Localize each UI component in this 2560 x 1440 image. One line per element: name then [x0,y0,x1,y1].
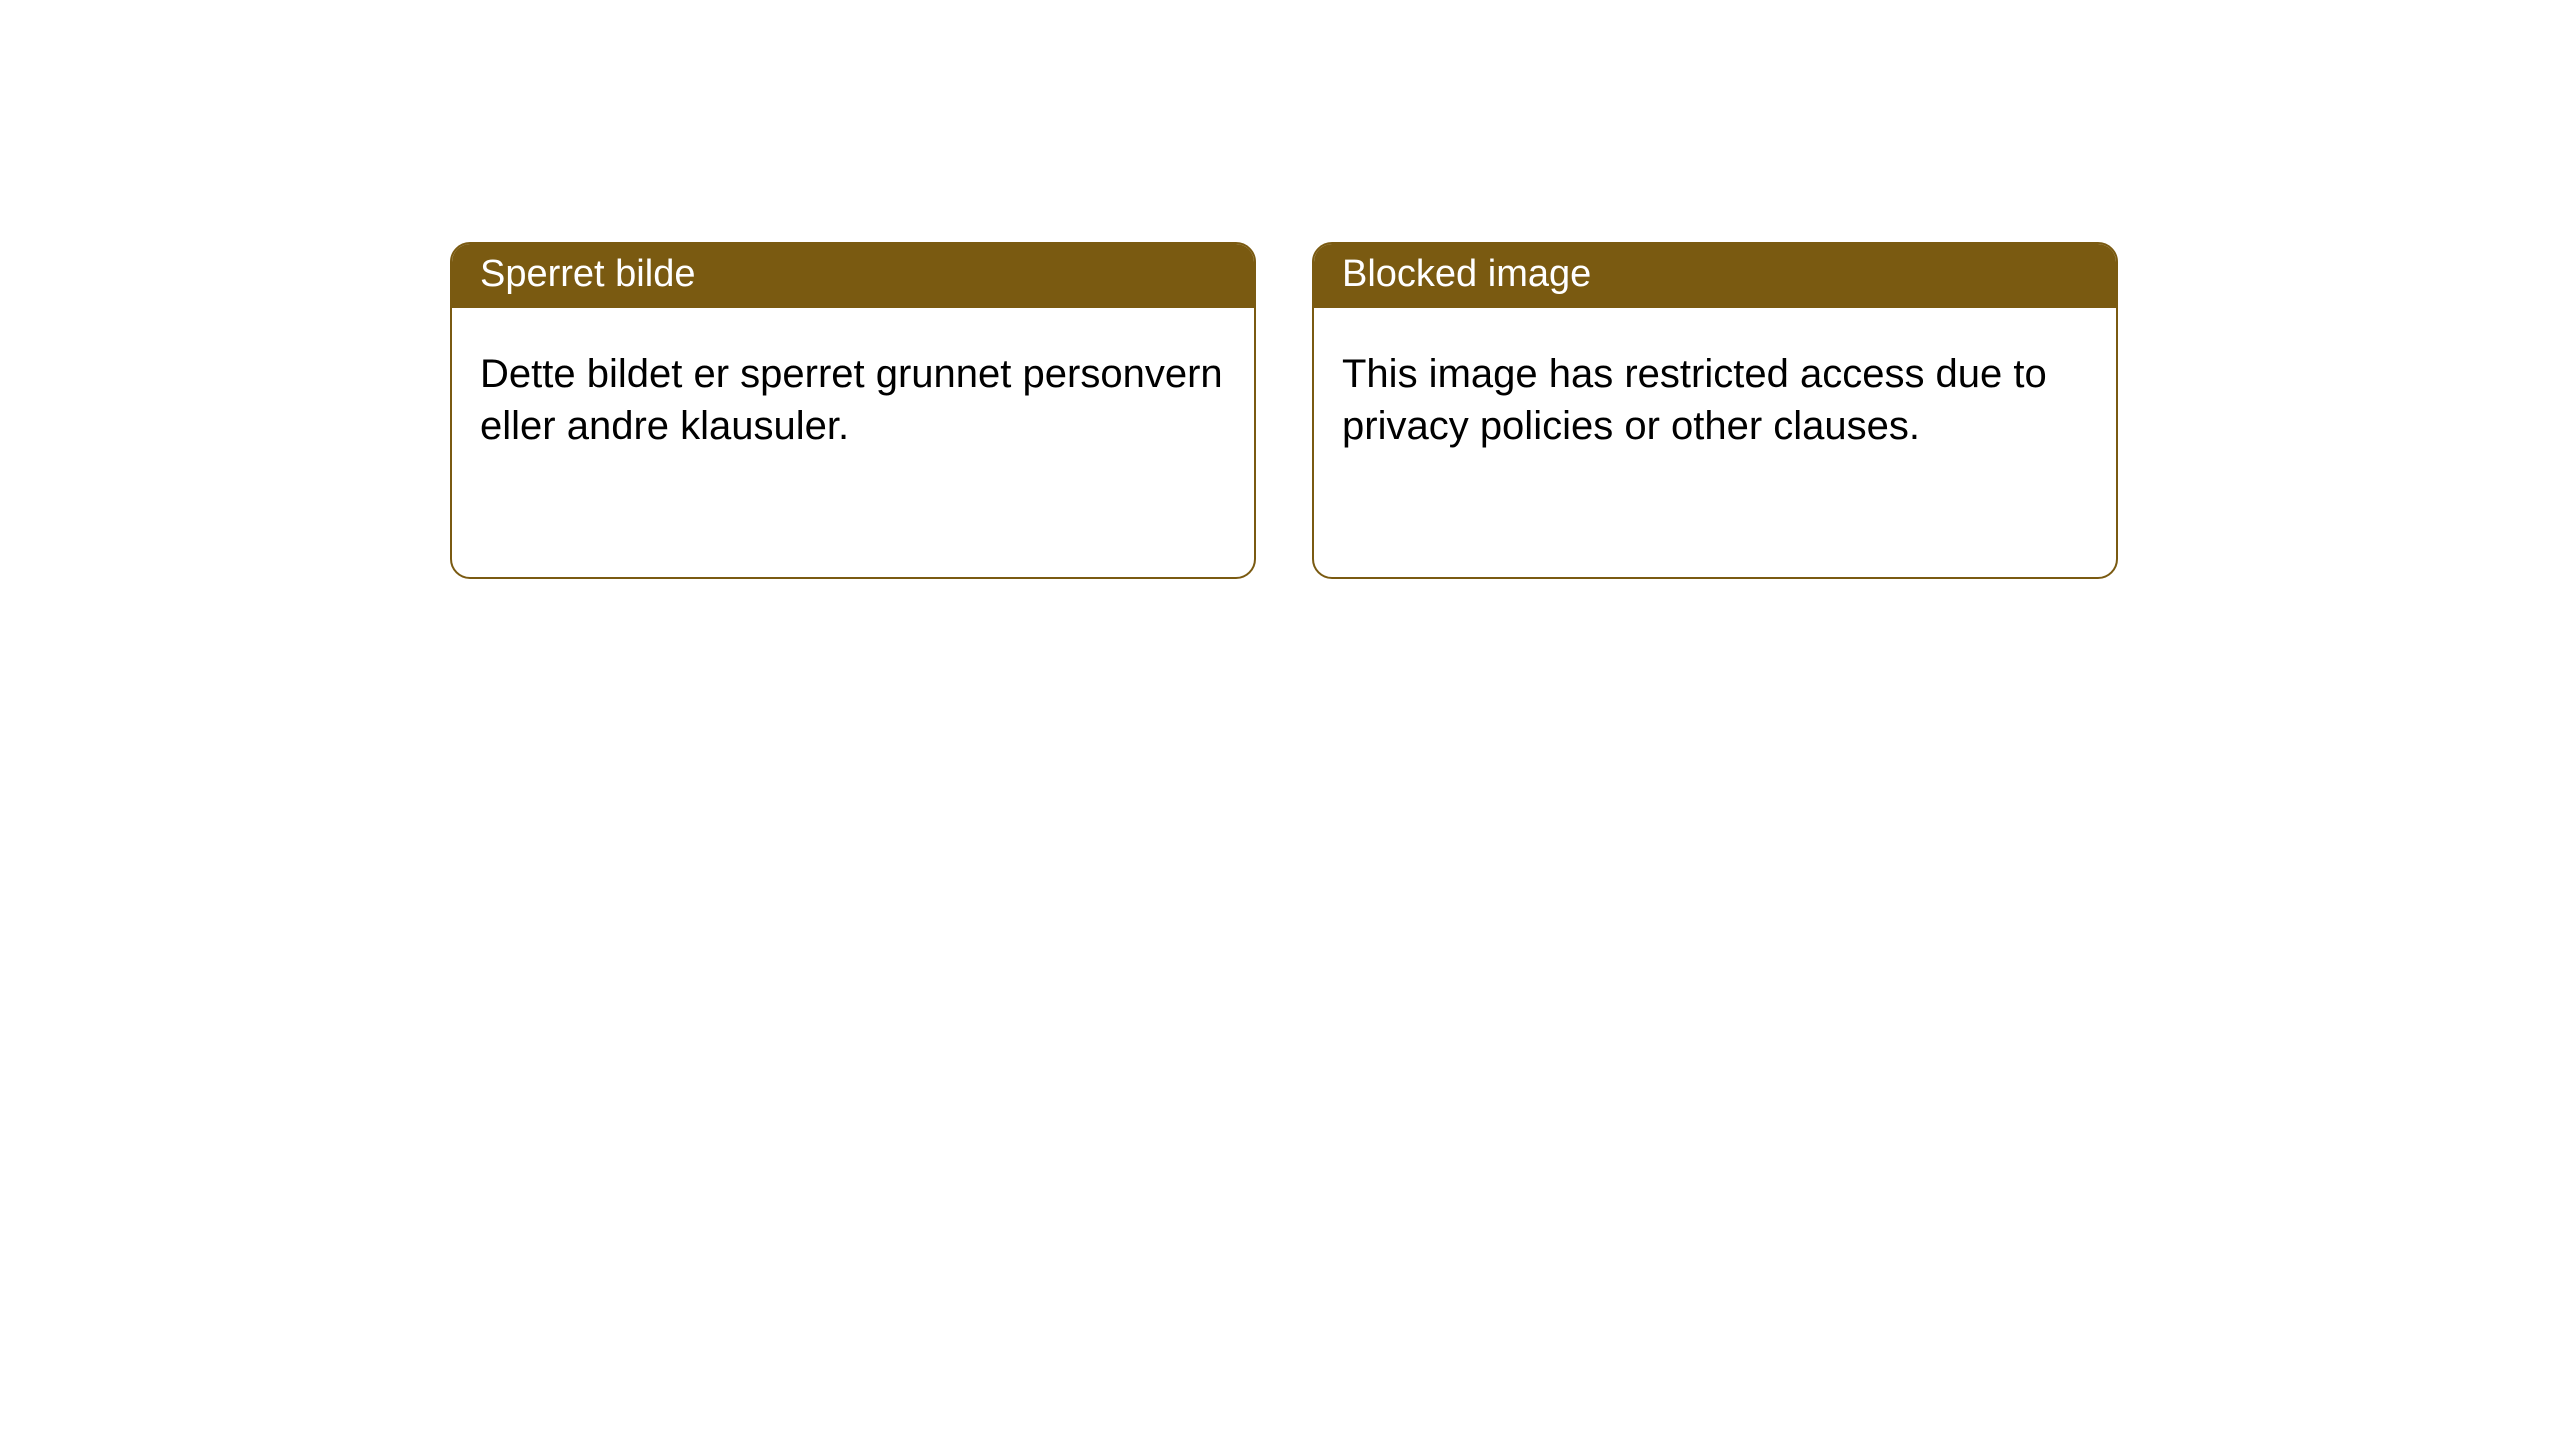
notice-container: Sperret bilde Dette bildet er sperret gr… [450,242,2560,579]
notice-header-en: Blocked image [1314,244,2116,308]
notice-card-en: Blocked image This image has restricted … [1312,242,2118,579]
notice-header-no: Sperret bilde [452,244,1254,308]
notice-body-en: This image has restricted access due to … [1314,308,2116,480]
notice-body-no: Dette bildet er sperret grunnet personve… [452,308,1254,480]
notice-card-no: Sperret bilde Dette bildet er sperret gr… [450,242,1256,579]
